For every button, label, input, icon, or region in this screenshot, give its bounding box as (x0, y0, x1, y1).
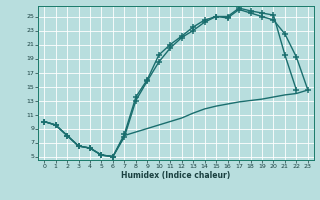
X-axis label: Humidex (Indice chaleur): Humidex (Indice chaleur) (121, 171, 231, 180)
